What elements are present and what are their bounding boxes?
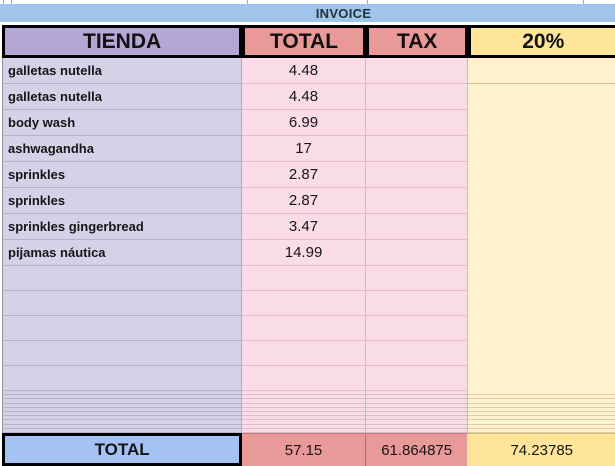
- collapsed-row: [0, 403, 615, 408]
- empty-cell[interactable]: [242, 291, 366, 316]
- item-total-cell[interactable]: 4.48: [242, 58, 366, 84]
- empty-cell[interactable]: [2, 316, 243, 341]
- item-tax-cell[interactable]: [365, 162, 469, 188]
- collapsed-rows-band: [0, 391, 615, 434]
- table-row: body wash 6.99: [0, 110, 615, 136]
- item-total-cell[interactable]: 6.99: [242, 110, 366, 136]
- empty-cell[interactable]: [468, 291, 615, 316]
- invoice-title-cell[interactable]: INVOICE: [0, 4, 615, 22]
- item-total-cell[interactable]: 2.87: [242, 188, 366, 214]
- empty-cell[interactable]: [365, 316, 469, 341]
- collapsed-row: [0, 416, 615, 421]
- invoice-title: INVOICE: [315, 5, 372, 21]
- empty-row: [0, 366, 615, 391]
- item-percent-cell[interactable]: [468, 58, 615, 84]
- gridline: [367, 0, 368, 4]
- empty-cell[interactable]: [2, 366, 243, 391]
- header-cell-total[interactable]: TOTAL: [242, 25, 366, 58]
- empty-cell[interactable]: [2, 291, 243, 316]
- item-name-cell[interactable]: galletas nutella: [2, 84, 243, 110]
- table-row: pijamas náutica 14.99: [0, 240, 615, 266]
- grid-top-strip: [0, 0, 615, 4]
- empty-cell[interactable]: [468, 266, 615, 291]
- collapsed-row: [0, 412, 615, 417]
- gridline: [247, 0, 248, 4]
- empty-row: [0, 266, 615, 291]
- header-cell-tax[interactable]: TAX: [365, 25, 469, 58]
- item-name-cell[interactable]: body wash: [2, 110, 243, 136]
- table-row: sprinkles 2.87: [0, 188, 615, 214]
- item-total-cell[interactable]: 4.48: [242, 84, 366, 110]
- item-total-cell[interactable]: 14.99: [242, 240, 366, 266]
- row-gap: [0, 22, 615, 25]
- item-percent-cell[interactable]: [468, 136, 615, 162]
- item-tax-cell[interactable]: [365, 188, 469, 214]
- gridline: [583, 0, 584, 4]
- collapsed-row: [0, 420, 615, 425]
- empty-row: [0, 316, 615, 341]
- item-percent-cell[interactable]: [468, 162, 615, 188]
- item-percent-cell[interactable]: [468, 188, 615, 214]
- header-cell-20pct[interactable]: 20%: [468, 25, 615, 58]
- empty-cell[interactable]: [365, 291, 469, 316]
- item-tax-cell[interactable]: [365, 136, 469, 162]
- item-percent-cell[interactable]: [468, 84, 615, 110]
- empty-cell[interactable]: [2, 341, 243, 366]
- item-name-cell[interactable]: pijamas náutica: [2, 240, 243, 266]
- gridline: [11, 0, 12, 4]
- collapsed-row: [0, 391, 615, 396]
- collapsed-row: [0, 399, 615, 404]
- table-row: sprinkles 2.87: [0, 162, 615, 188]
- header-cell-tienda[interactable]: TIENDA: [2, 25, 243, 58]
- collapsed-row: [0, 407, 615, 413]
- collapsed-row: [0, 395, 615, 400]
- table-row: ashwagandha 17: [0, 136, 615, 162]
- table-header-row: TIENDA TOTAL TAX 20%: [0, 25, 615, 58]
- collapsed-row: [0, 428, 615, 434]
- empty-cell[interactable]: [2, 266, 243, 291]
- item-total-cell[interactable]: 2.87: [242, 162, 366, 188]
- table-footer-row: TOTAL 57.15 61.864875 74.23785: [0, 433, 615, 466]
- empty-cell[interactable]: [242, 341, 366, 366]
- item-tax-cell[interactable]: [365, 240, 469, 266]
- item-total-cell[interactable]: 3.47: [242, 214, 366, 240]
- empty-cell[interactable]: [365, 266, 469, 291]
- item-percent-cell[interactable]: [468, 240, 615, 266]
- empty-cell[interactable]: [242, 366, 366, 391]
- item-name-cell[interactable]: sprinkles: [2, 188, 243, 214]
- gridline: [3, 0, 4, 4]
- empty-cell[interactable]: [468, 316, 615, 341]
- footer-total-value-cell[interactable]: 57.15: [242, 433, 366, 466]
- empty-cell[interactable]: [468, 341, 615, 366]
- item-name-cell[interactable]: sprinkles gingerbread: [2, 214, 243, 240]
- item-tax-cell[interactable]: [365, 214, 469, 240]
- table-row: galletas nutella 4.48: [0, 84, 615, 110]
- item-tax-cell[interactable]: [365, 110, 469, 136]
- collapsed-row: [0, 424, 615, 429]
- item-tax-cell[interactable]: [365, 58, 469, 84]
- item-name-cell[interactable]: sprinkles: [2, 162, 243, 188]
- empty-row: [0, 291, 615, 316]
- empty-row: [0, 341, 615, 366]
- footer-20pct-value-cell[interactable]: 74.23785: [468, 433, 615, 466]
- item-total-cell[interactable]: 17: [242, 136, 366, 162]
- item-percent-cell[interactable]: [468, 110, 615, 136]
- footer-total-label-cell[interactable]: TOTAL: [2, 433, 243, 466]
- empty-cell[interactable]: [468, 366, 615, 391]
- empty-cell[interactable]: [242, 266, 366, 291]
- empty-cell[interactable]: [365, 366, 469, 391]
- table-row: galletas nutella 4.48: [0, 58, 615, 84]
- empty-cell[interactable]: [242, 316, 366, 341]
- item-percent-cell[interactable]: [468, 214, 615, 240]
- footer-tax-value-cell[interactable]: 61.864875: [365, 433, 469, 466]
- item-name-cell[interactable]: ashwagandha: [2, 136, 243, 162]
- item-tax-cell[interactable]: [365, 84, 469, 110]
- table-row: sprinkles gingerbread 3.47: [0, 214, 615, 240]
- item-name-cell[interactable]: galletas nutella: [2, 58, 243, 84]
- empty-cell[interactable]: [365, 341, 469, 366]
- table-body: galletas nutella 4.48 galletas nutella 4…: [0, 58, 615, 391]
